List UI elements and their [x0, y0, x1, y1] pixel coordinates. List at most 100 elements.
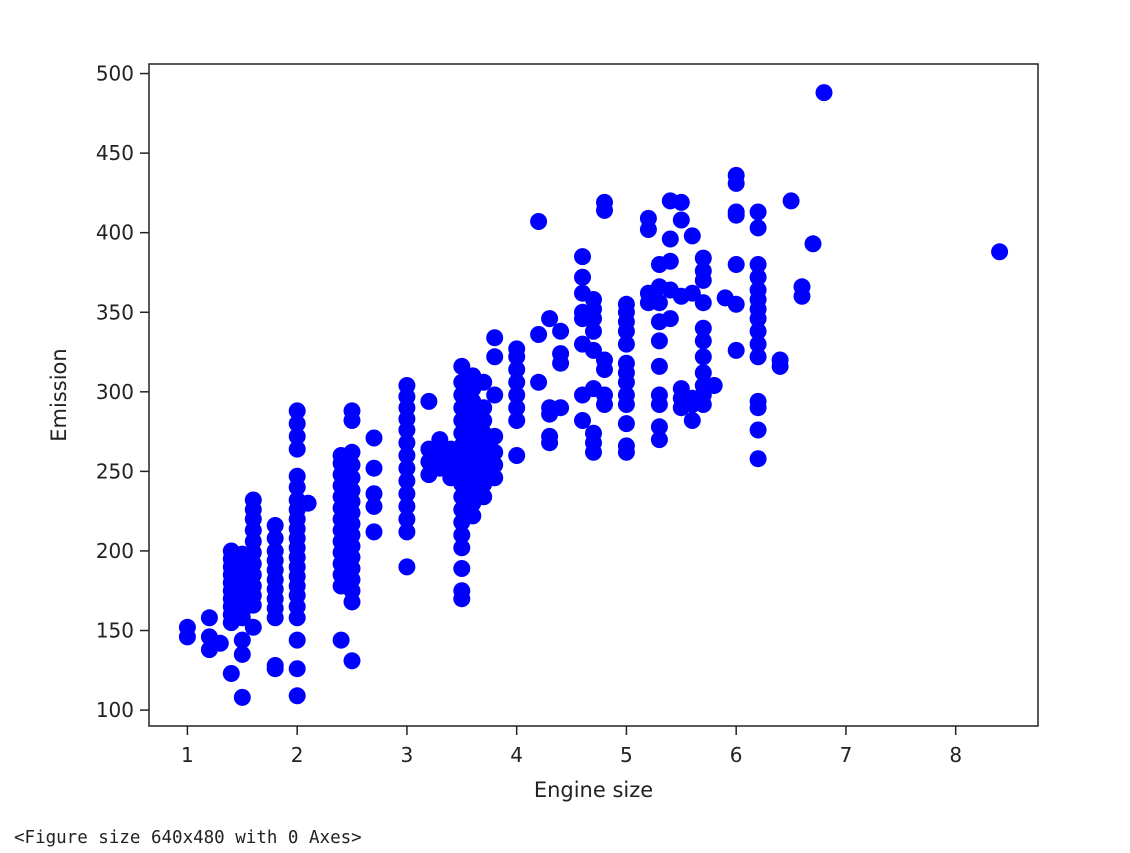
data-point-129 — [420, 392, 438, 410]
data-point-288 — [727, 166, 745, 184]
data-point-264 — [683, 412, 701, 429]
data-point-230 — [617, 386, 635, 404]
data-point-213 — [585, 424, 602, 442]
data-point-228 — [617, 415, 635, 433]
data-point-53 — [288, 687, 306, 705]
data-point-18 — [233, 645, 251, 663]
data-point-117 — [398, 472, 416, 490]
data-point-278 — [694, 262, 712, 280]
data-point-274 — [694, 332, 712, 350]
data-point-17 — [233, 688, 251, 706]
data-point-198 — [541, 310, 559, 328]
points-layer — [178, 84, 1009, 706]
data-point-112 — [398, 558, 416, 576]
y-tick-label-300: 300 — [96, 380, 134, 404]
data-point-73 — [288, 415, 306, 433]
data-point-268 — [683, 227, 701, 245]
data-point-132 — [431, 431, 449, 449]
data-point-50 — [266, 542, 284, 560]
data-point-115 — [398, 497, 416, 515]
data-point-54 — [288, 660, 306, 678]
data-point-40 — [244, 491, 262, 509]
x-tick-label-3: 3 — [401, 743, 414, 767]
data-point-71 — [288, 440, 306, 458]
data-point-192 — [530, 326, 548, 343]
data-point-279 — [694, 249, 712, 267]
data-point-181 — [486, 348, 504, 366]
data-point-111 — [365, 429, 383, 447]
data-point-256 — [661, 230, 679, 248]
y-tick-label-250: 250 — [96, 459, 134, 483]
x-tick-label-4: 4 — [510, 743, 523, 767]
y-tick-label-400: 400 — [96, 221, 134, 245]
data-point-272 — [694, 364, 712, 382]
data-point-303 — [749, 203, 767, 221]
data-point-191 — [530, 373, 548, 391]
data-point-110 — [365, 459, 383, 477]
data-point-183 — [508, 447, 526, 464]
data-point-184 — [508, 412, 526, 429]
data-point-141 — [453, 526, 471, 544]
data-point-282 — [727, 341, 745, 359]
data-point-243 — [650, 431, 668, 449]
data-point-103 — [343, 456, 361, 474]
data-point-306 — [782, 192, 800, 210]
data-point-185 — [508, 399, 526, 417]
data-point-273 — [694, 348, 712, 366]
figure-output-caption: <Figure size 640x480 with 0 Axes> — [14, 828, 362, 848]
data-point-109 — [365, 485, 383, 503]
data-point-195 — [541, 427, 559, 445]
data-point-215 — [585, 341, 602, 359]
data-point-90 — [343, 652, 361, 670]
data-point-180 — [486, 386, 504, 404]
data-point-221 — [596, 386, 613, 404]
y-tick-label-100: 100 — [96, 698, 134, 722]
data-point-107 — [365, 523, 383, 541]
data-point-290 — [749, 421, 767, 439]
data-point-108 — [365, 497, 383, 515]
data-point-102 — [343, 469, 361, 487]
data-point-262 — [672, 211, 690, 229]
data-point-179 — [486, 427, 504, 445]
x-tick-label-8: 8 — [949, 743, 962, 767]
x-tick-label-2: 2 — [291, 743, 304, 767]
y-axis-label: Emission — [47, 348, 71, 441]
data-point-187 — [508, 373, 526, 391]
data-point-311 — [991, 243, 1009, 261]
data-point-75 — [299, 494, 317, 512]
data-point-154 — [453, 357, 471, 375]
data-point-119 — [398, 447, 416, 464]
y-tick-label-200: 200 — [96, 539, 134, 563]
data-point-29 — [244, 618, 262, 636]
data-point-286 — [727, 203, 745, 221]
plot-frame — [148, 63, 1039, 727]
data-point-263 — [672, 193, 690, 211]
data-point-52 — [266, 517, 284, 534]
data-point-294 — [749, 335, 767, 353]
data-point-113 — [398, 523, 416, 541]
data-point-310 — [815, 84, 833, 102]
data-point-225 — [596, 193, 613, 211]
data-point-234 — [617, 335, 635, 353]
data-point-253 — [661, 310, 679, 328]
data-point-125 — [398, 377, 416, 394]
data-point-250 — [650, 294, 668, 312]
data-point-155 — [464, 507, 482, 525]
x-axis-label: Engine size — [534, 778, 653, 802]
data-point-176 — [486, 469, 504, 487]
data-point-5 — [211, 634, 229, 652]
data-point-233 — [617, 354, 635, 372]
data-point-19 — [233, 631, 251, 649]
data-point-55 — [288, 631, 306, 649]
data-point-219 — [585, 291, 602, 308]
data-point-223 — [596, 351, 613, 369]
x-tick-label-1: 1 — [181, 743, 194, 767]
data-point-301 — [749, 256, 767, 273]
data-point-199 — [552, 399, 570, 417]
data-point-300 — [749, 268, 767, 286]
data-point-216 — [585, 322, 602, 340]
data-point-173 — [475, 412, 493, 429]
data-point-114 — [398, 510, 416, 528]
data-point-138 — [453, 582, 471, 600]
data-point-190 — [508, 340, 526, 358]
